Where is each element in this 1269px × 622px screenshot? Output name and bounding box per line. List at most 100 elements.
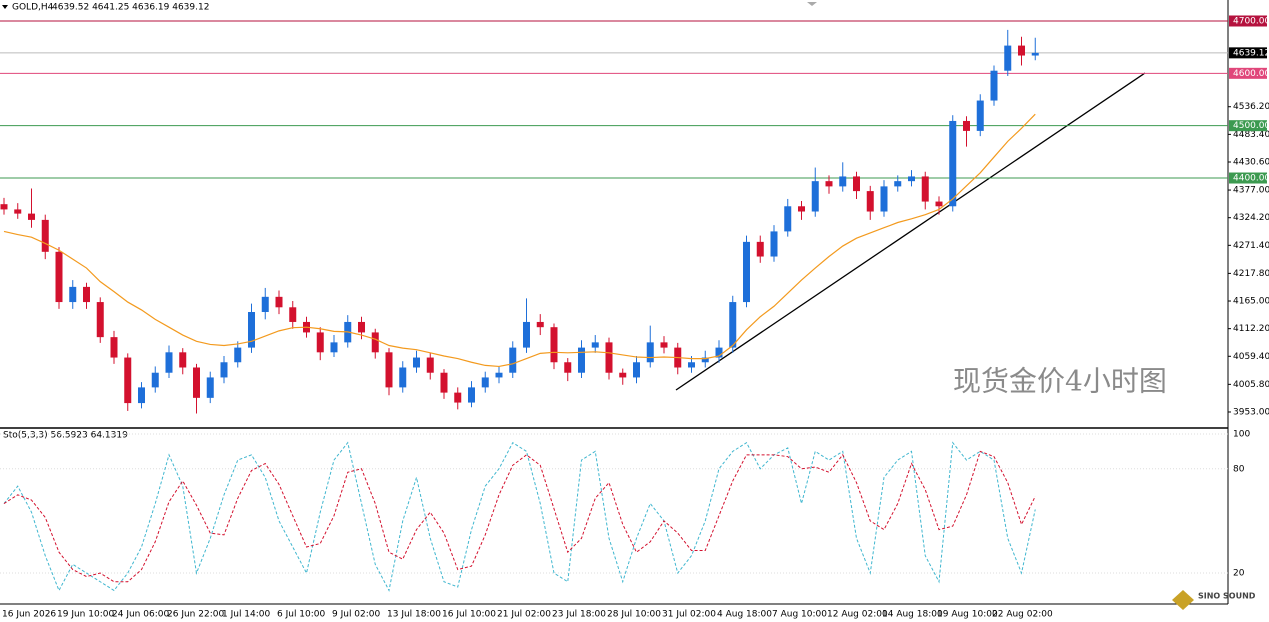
candle-body xyxy=(825,181,833,187)
y-tick-label: 20 xyxy=(1233,569,1245,579)
x-tick-label: 23 Jul 18:00 xyxy=(552,610,606,620)
x-tick-label: 19 Aug 10:00 xyxy=(937,610,998,620)
candle-body xyxy=(495,372,503,378)
candle-body xyxy=(28,213,35,220)
candle-body xyxy=(179,352,187,368)
x-tick-label: 26 Jun 22:00 xyxy=(167,610,224,620)
x-tick-label: 6 Jul 10:00 xyxy=(277,610,326,620)
x-tick-label: 7 Aug 10:00 xyxy=(772,610,827,620)
candle-body xyxy=(413,357,420,368)
candle-body xyxy=(151,372,159,388)
candle-body xyxy=(908,176,915,182)
x-tick-label: 21 Jul 02:00 xyxy=(497,610,551,620)
indicator-label: Sto(5,3,3) 56.5923 64.1319 xyxy=(3,431,128,441)
candle-body xyxy=(206,377,214,398)
level-label: 4400.00 xyxy=(1233,174,1269,184)
candle-body xyxy=(880,186,888,212)
y-tick-label: 4324.20 xyxy=(1233,213,1269,223)
y-tick-label: 4430.60 xyxy=(1233,157,1269,167)
candle-body xyxy=(921,176,929,202)
candle-body xyxy=(248,312,255,348)
candle-body xyxy=(124,357,132,404)
level-label: 4500.00 xyxy=(1233,121,1269,131)
level-label: 4700.00 xyxy=(1233,16,1269,26)
symbol-name: GOLD,H4 xyxy=(12,3,54,13)
last-price-label: 4639.12 xyxy=(1233,48,1269,58)
level-label: 4600.00 xyxy=(1233,69,1269,79)
candle-body xyxy=(110,337,118,358)
candle-body xyxy=(0,204,8,210)
candle-body xyxy=(784,206,792,232)
watermark: 现货金价4小时图 xyxy=(953,365,1167,398)
candle-body xyxy=(743,241,750,303)
candle-body xyxy=(963,120,970,131)
candle-body xyxy=(523,321,530,348)
candle-body xyxy=(715,347,723,358)
x-tick-label: 16 Jul 10:00 xyxy=(442,610,496,620)
x-tick-label: 31 Jul 02:00 xyxy=(662,610,716,620)
candle-body xyxy=(536,321,544,328)
y-tick-label: 4165.00 xyxy=(1233,297,1269,307)
candle-body xyxy=(55,251,63,303)
ohlc-readout: 4639.52 4641.25 4636.19 4639.12 xyxy=(52,3,209,13)
candle-body xyxy=(69,286,77,303)
candle-body xyxy=(330,342,338,353)
candle-body xyxy=(798,206,805,212)
y-tick-label: 4059.40 xyxy=(1233,352,1269,362)
x-tick-label: 22 Aug 02:00 xyxy=(992,610,1053,620)
x-tick-label: 28 Jul 10:00 xyxy=(607,610,661,620)
candle-body xyxy=(990,70,998,101)
candle-body xyxy=(770,231,778,257)
logo-icon xyxy=(1172,590,1194,610)
x-tick-label: 9 Jul 02:00 xyxy=(332,610,381,620)
candle-body xyxy=(894,181,902,187)
last-price-tag xyxy=(1229,47,1267,59)
x-tick-label: 4 Aug 18:00 xyxy=(717,610,772,620)
candle-body xyxy=(261,296,269,313)
candle-body xyxy=(756,241,764,257)
candle-body xyxy=(399,367,407,388)
candle-body xyxy=(371,332,379,353)
candle-body xyxy=(976,100,984,131)
scroll-marker xyxy=(807,2,817,6)
x-tick-label: 12 Aug 02:00 xyxy=(827,610,888,620)
candle-body xyxy=(193,367,200,398)
candle-body xyxy=(853,176,860,192)
candle-body xyxy=(275,296,283,308)
candle-body xyxy=(701,357,709,363)
candle-body xyxy=(688,362,695,368)
moving-average xyxy=(3,113,1036,368)
candle-body xyxy=(1004,45,1012,71)
y-tick-label: 4271.40 xyxy=(1233,241,1269,251)
candle-body xyxy=(591,342,599,348)
y-tick-label: 4112.20 xyxy=(1233,324,1269,334)
symbol-menu-icon[interactable] xyxy=(2,5,8,9)
candle-body xyxy=(316,332,324,353)
candle-body xyxy=(234,347,242,363)
logo-text: SINO SOUND xyxy=(1198,592,1256,601)
candle-body xyxy=(935,201,943,207)
candle-body xyxy=(605,342,613,373)
candle-body xyxy=(220,362,228,378)
y-tick-label: 4377.00 xyxy=(1233,186,1269,196)
candle-body xyxy=(839,176,847,187)
candle-body xyxy=(619,372,627,378)
candle-body xyxy=(96,302,104,338)
y-tick-label: 3953.00 xyxy=(1233,407,1269,417)
candle-body xyxy=(14,209,22,214)
x-tick-label: 16 Jun 2026 xyxy=(2,610,56,620)
candle-body xyxy=(866,191,874,212)
candle-body xyxy=(138,387,145,404)
candle-body xyxy=(564,362,572,373)
candle-body xyxy=(633,362,640,378)
level-tag xyxy=(1229,172,1267,184)
candle-body xyxy=(165,352,173,373)
y-tick-label: 4217.80 xyxy=(1233,269,1269,279)
logo: SINO SOUND xyxy=(1172,590,1256,610)
candle-body xyxy=(550,327,558,363)
y-tick-label: 4483.40 xyxy=(1233,130,1269,140)
candle-body xyxy=(949,120,957,207)
candle-body xyxy=(440,372,448,393)
candle-body xyxy=(289,307,297,322)
